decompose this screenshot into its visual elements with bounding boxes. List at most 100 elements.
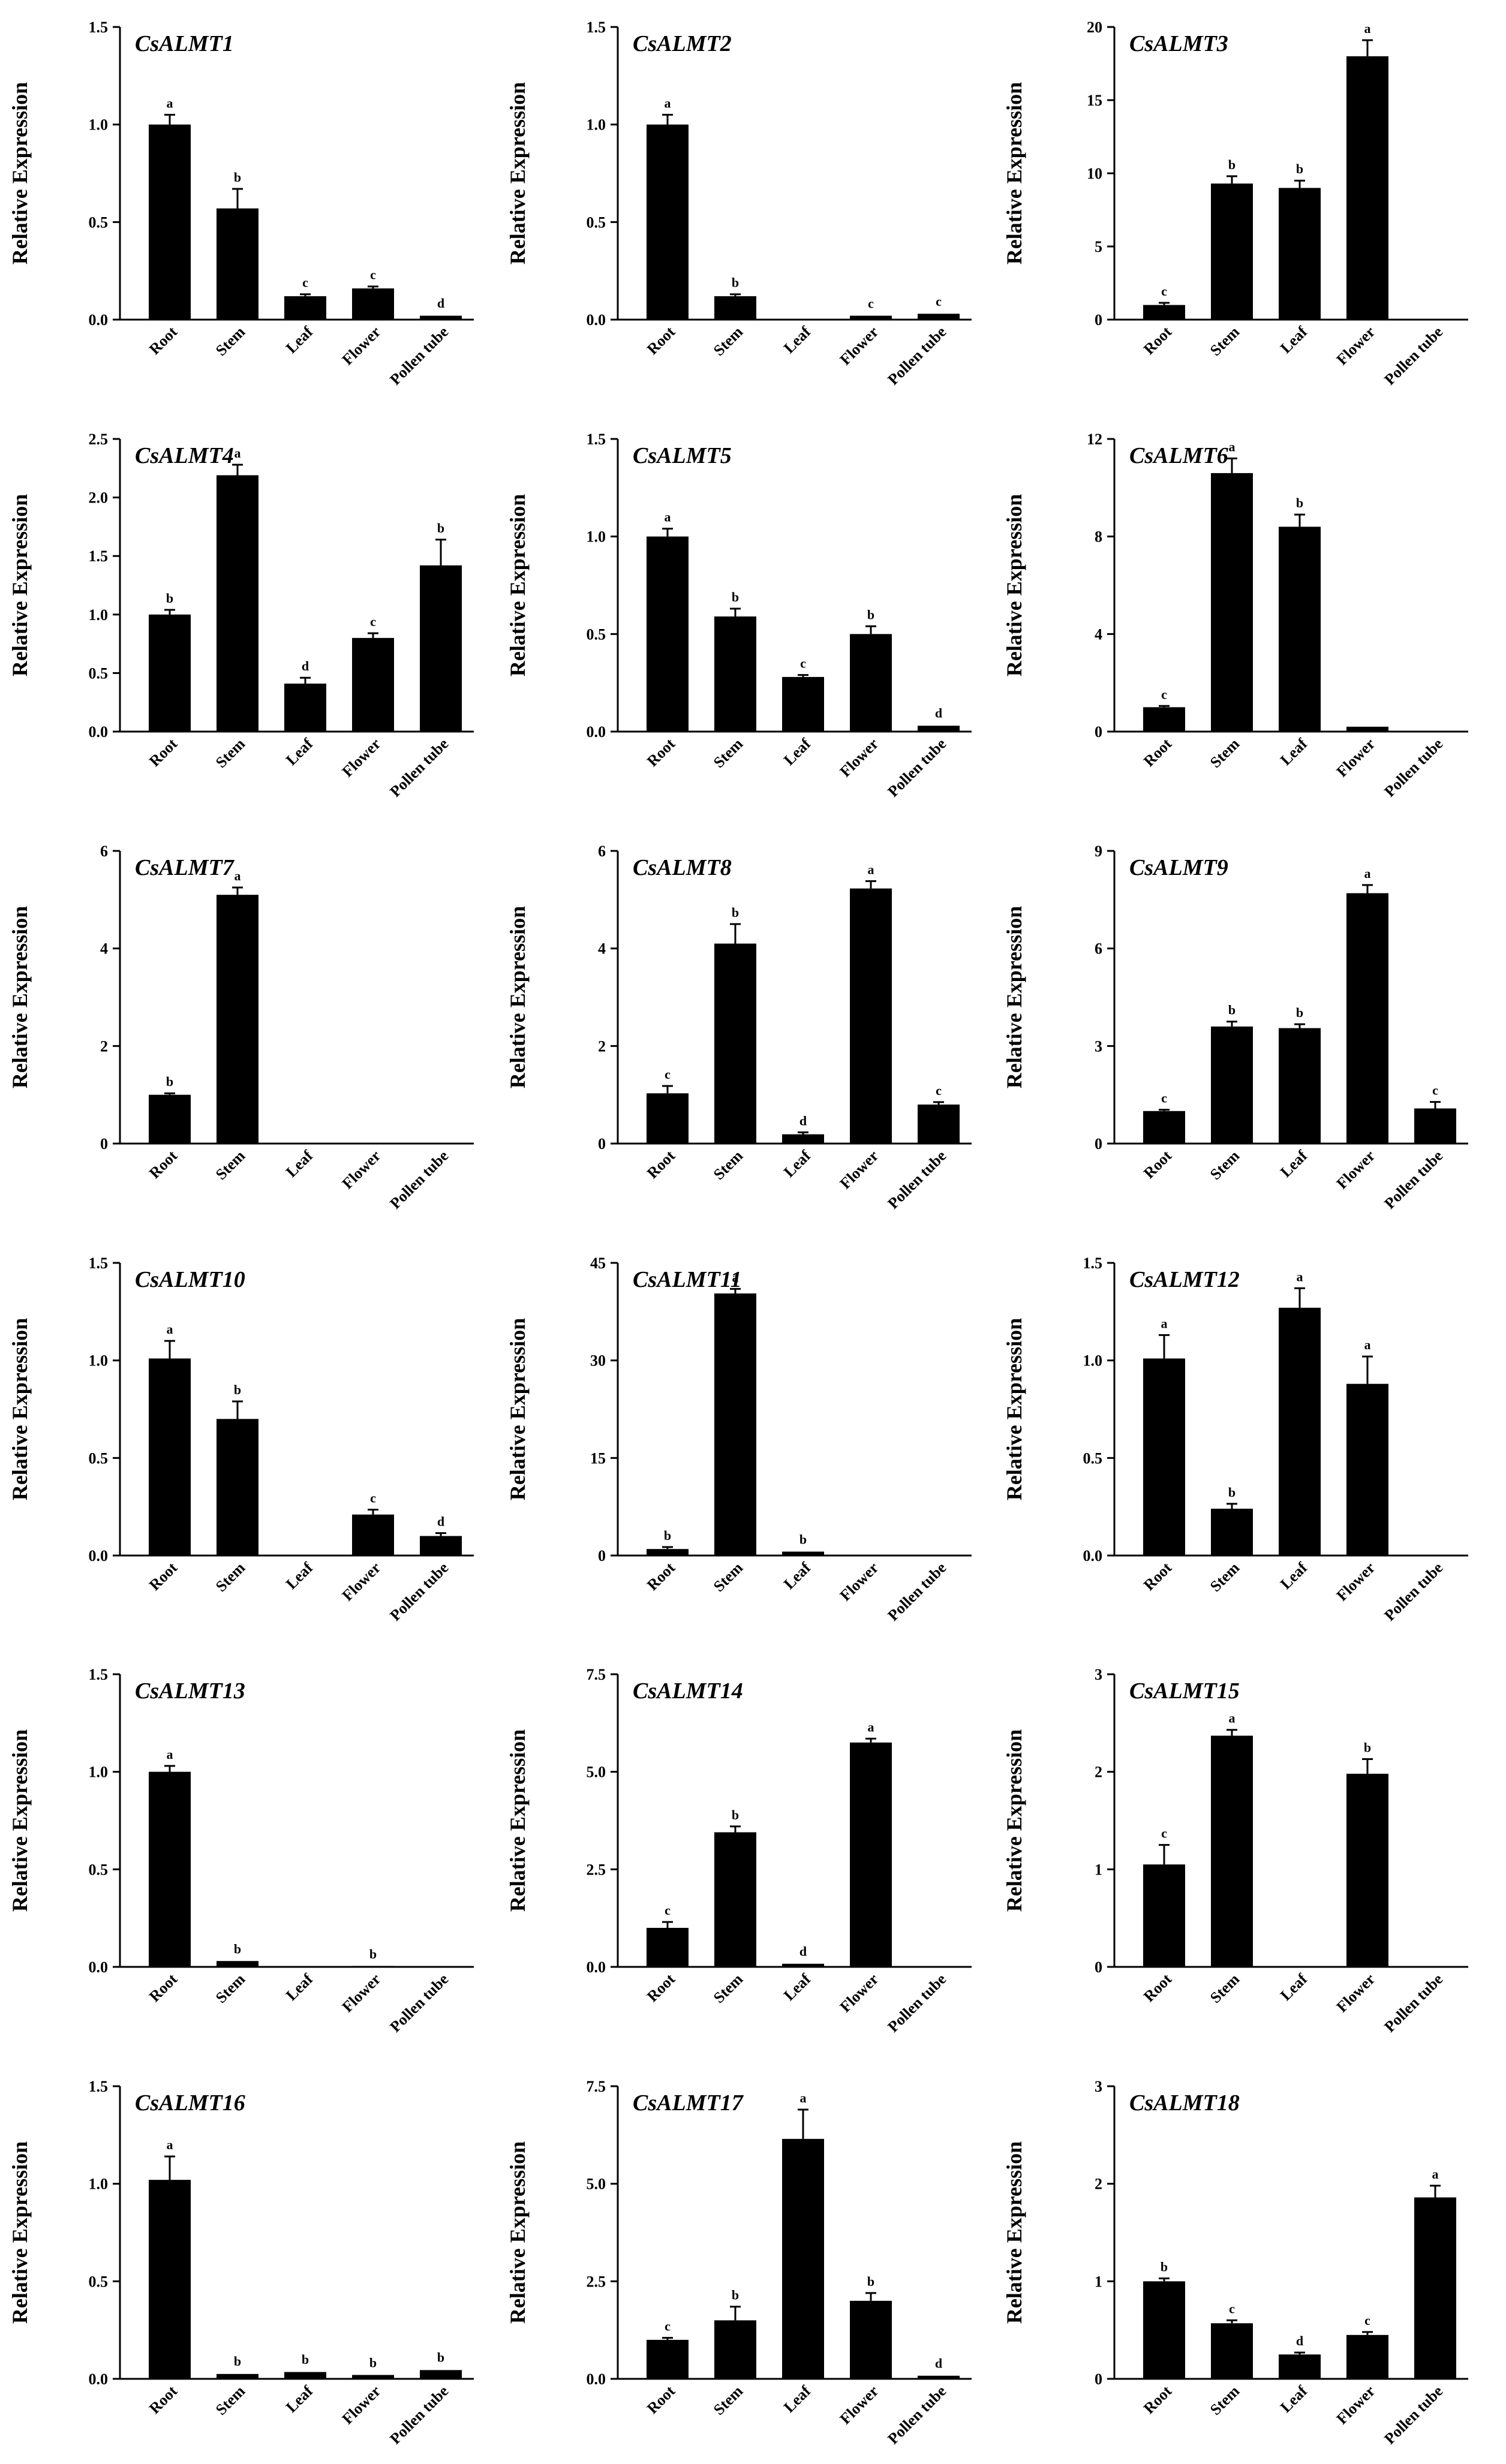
y-tick-label: 1.0 <box>89 2176 109 2193</box>
x-category-label: Leaf <box>1277 1147 1310 1180</box>
significance-letter: d <box>1296 2333 1303 2348</box>
x-category-label: Flower <box>837 1147 882 1193</box>
x-category-label: Stem <box>1207 735 1243 772</box>
bar-stem <box>1211 1508 1253 1556</box>
y-axis-label: Relative Expression <box>8 1729 32 1912</box>
y-tick-label: 0.5 <box>89 1861 109 1878</box>
bar-stem <box>217 1419 258 1556</box>
chart-panel-14: 0.0 2.5 5.0 7.5 Relative Expression CsALMT14 c… <box>506 1666 972 2036</box>
chart-panel-15: 0 1 2 3 Relative Expression CsALMT15 c Root a Ste… <box>1002 1666 1468 2036</box>
bar-root <box>1143 1111 1185 1144</box>
y-axis-label: Relative Expression <box>1002 494 1026 676</box>
y-axis-label: Relative Expression <box>506 906 530 1088</box>
y-tick-label: 15 <box>590 1449 606 1467</box>
x-category-label: Stem <box>1207 2382 1243 2419</box>
x-category-label: Stem <box>710 1970 747 2007</box>
significance-letter: a <box>167 1747 173 1762</box>
bar-stem <box>1211 2323 1253 2379</box>
x-category-label: Flower <box>1333 1559 1379 1605</box>
significance-letter: c <box>800 656 806 671</box>
bar-stem <box>714 943 756 1144</box>
y-tick-label: 0.0 <box>89 723 109 741</box>
bar-pollen-tube <box>420 2370 462 2379</box>
y-tick-label: 7.5 <box>587 2078 606 2095</box>
y-tick-label: 1.0 <box>1083 1352 1103 1370</box>
chart-panel-16: 0.0 0.5 1.0 1.5 Relative Expression CsALMT16 a… <box>8 2078 474 2448</box>
x-category-label: Stem <box>710 1559 747 1596</box>
significance-letter: a <box>665 510 671 525</box>
significance-letter: d <box>437 1514 444 1529</box>
x-category-label: Root <box>1140 1147 1176 1182</box>
significance-letter: b <box>166 1074 173 1089</box>
significance-letter: b <box>1364 1740 1371 1755</box>
x-category-label: Pollen tube <box>884 1970 949 2036</box>
y-tick-label: 2.5 <box>587 2273 606 2290</box>
bar-root <box>149 614 191 732</box>
bar-flower <box>1346 1383 1388 1556</box>
y-tick-label: 0 <box>1095 2370 1102 2388</box>
x-category-label: Leaf <box>780 323 814 356</box>
x-category-label: Leaf <box>780 2382 814 2415</box>
significance-letter: a <box>167 2137 173 2152</box>
chart-panel-10: 0.0 0.5 1.0 1.5 Relative Expression CsALMT10 a… <box>8 1254 474 1624</box>
y-tick-label: 3 <box>1095 1666 1102 1683</box>
x-category-label: Leaf <box>780 1970 814 2003</box>
bar-root <box>1143 1358 1185 1556</box>
chart-panel-17: 0.0 2.5 5.0 7.5 Relative Expression CsALMT17 c… <box>506 2078 972 2448</box>
significance-letter: a <box>1161 1316 1168 1331</box>
y-tick-label: 0.5 <box>89 664 109 682</box>
significance-letter: b <box>302 2352 309 2367</box>
bar-stem <box>1211 1026 1253 1144</box>
chart-panel-9: 0 3 6 9 Relative Expression CsALMT9 c Root b Stem… <box>1002 843 1468 1213</box>
significance-letter: c <box>1161 687 1167 702</box>
bar-flower <box>1346 56 1388 320</box>
y-tick-label: 0.5 <box>89 1449 109 1467</box>
bar-stem <box>217 895 258 1144</box>
x-category-label: Pollen tube <box>386 323 452 389</box>
y-tick-label: 0.0 <box>587 2370 606 2388</box>
x-category-label: Root <box>1140 323 1176 358</box>
y-tick-label: 0.5 <box>89 2273 109 2290</box>
y-tick-label: 9 <box>1095 843 1102 860</box>
y-tick-label: 0.5 <box>587 625 606 643</box>
significance-letter: d <box>935 706 942 721</box>
x-category-label: Root <box>146 735 181 770</box>
significance-letter: b <box>867 607 874 622</box>
x-category-label: Flower <box>339 1970 384 2016</box>
y-tick-label: 8 <box>1095 528 1102 546</box>
bar-root <box>1143 707 1185 732</box>
significance-letter: d <box>799 1943 807 1958</box>
bar-root <box>149 1358 191 1556</box>
y-axis-label: Relative Expression <box>8 2141 32 2324</box>
significance-letter: a <box>1229 1711 1236 1726</box>
bar-pollen-tube <box>918 314 960 320</box>
significance-letter: b <box>437 521 444 535</box>
chart-title: CsALMT3 <box>1129 31 1228 56</box>
bar-root <box>149 1094 191 1144</box>
x-category-label: Pollen tube <box>386 1147 452 1213</box>
significance-letter: c <box>1364 2313 1370 2328</box>
bar-pollen-tube <box>420 315 462 320</box>
x-category-label: Root <box>1140 1559 1176 1594</box>
y-axis-label: Relative Expression <box>1002 1318 1026 1500</box>
bar-flower <box>1346 893 1388 1144</box>
bar-pollen-tube <box>918 1104 960 1144</box>
bar-pollen-tube <box>918 726 960 732</box>
significance-letter: b <box>1296 495 1303 510</box>
bar-leaf <box>1279 1028 1321 1144</box>
chart-panel-5: 0.0 0.5 1.0 1.5 Relative Expression CsALMT5 a R… <box>506 431 972 801</box>
bar-stem <box>217 1961 258 1967</box>
significance-letter: b <box>234 1941 241 1956</box>
bar-stem <box>217 2373 258 2379</box>
y-tick-label: 1.0 <box>587 528 606 546</box>
y-tick-label: 15 <box>1087 92 1102 109</box>
y-tick-label: 1 <box>1095 1861 1102 1878</box>
y-tick-label: 1.5 <box>587 19 606 36</box>
x-category-label: Pollen tube <box>1381 1970 1446 2036</box>
bar-root <box>647 1927 689 1967</box>
chart-title: CsALMT16 <box>135 2090 245 2116</box>
chart-title: CsALMT1 <box>135 31 234 56</box>
bar-stem <box>714 1832 756 1967</box>
